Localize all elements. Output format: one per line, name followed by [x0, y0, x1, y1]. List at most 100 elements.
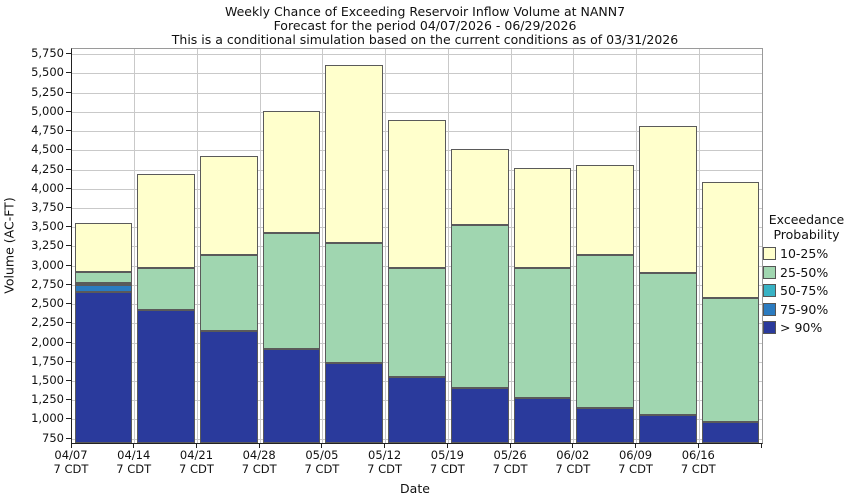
legend-item-label: 50-75%: [780, 283, 829, 298]
legend-title-line-2: Probability: [773, 227, 840, 242]
y-tick: [66, 303, 71, 305]
y-tick: [66, 187, 71, 189]
x-tick: [258, 443, 260, 448]
bar-segment-90: [137, 310, 195, 443]
legend-item: 50-75%: [763, 283, 850, 298]
bar-segment-90: [450, 388, 509, 443]
y-tick: [66, 53, 71, 55]
y-tick-label: 3,750: [31, 200, 64, 215]
legend-item-label: 25-50%: [780, 264, 829, 280]
bar-segment-2550: [450, 225, 509, 389]
y-tick-label: 1,500: [31, 372, 64, 387]
y-tick: [66, 437, 71, 439]
bar-segment-2550: [513, 267, 572, 399]
legend-item: > 90%: [763, 320, 850, 335]
x-tick-label: 06/16 7 CDT: [680, 448, 716, 476]
bar-segment-90: [388, 376, 446, 443]
y-tick-label: 5,750: [31, 46, 64, 61]
x-tick: [133, 443, 135, 448]
bar-segment-2550: [701, 298, 760, 422]
x-tick: [697, 443, 699, 448]
x-tick-label: 05/19 7 CDT: [429, 448, 465, 476]
y-tick: [66, 360, 71, 362]
y-tick-label: 3,000: [31, 257, 64, 272]
y-tick-label: 2,250: [31, 315, 64, 330]
x-tick-label: 04/14 7 CDT: [116, 448, 152, 476]
x-tick: [509, 443, 511, 448]
legend-swatch: [763, 302, 776, 316]
bar-segment-1025: [388, 120, 446, 268]
y-tick-label: 5,500: [31, 65, 64, 80]
bar-segment-1025: [199, 155, 258, 256]
legend-swatch: [763, 321, 776, 334]
gridline-v: [447, 49, 449, 443]
bar-segment-90: [639, 414, 697, 443]
chart-title-line-3: This is a conditional simulation based o…: [171, 32, 679, 47]
bar-segment-2550: [137, 268, 195, 311]
gridline-v: [698, 49, 700, 443]
bar-segment-2550: [199, 255, 258, 332]
bar-segment-1025: [576, 165, 635, 255]
y-tick-label: 2,500: [31, 296, 64, 311]
y-tick-label: 1,250: [31, 392, 64, 407]
chart-title-line-2: Forecast for the period 04/07/2026 - 06/…: [273, 18, 577, 33]
y-tick: [66, 322, 71, 324]
x-tick: [384, 443, 386, 448]
legend-item-label: > 90%: [780, 320, 823, 335]
bar-segment-1025: [74, 223, 133, 272]
y-tick: [66, 168, 71, 170]
bar-segment-90: [513, 398, 572, 443]
y-tick: [66, 245, 71, 247]
y-tick: [66, 110, 71, 112]
gridline-v: [196, 49, 198, 443]
x-tick-label: 06/02 7 CDT: [555, 448, 591, 476]
x-tick-label: 05/05 7 CDT: [304, 448, 340, 476]
gridline-v: [510, 49, 512, 443]
y-tick-label: 3,500: [31, 219, 64, 234]
gridline-v: [134, 49, 136, 443]
y-tick: [66, 341, 71, 343]
x-tick: [70, 443, 72, 448]
y-tick-label: 4,750: [31, 123, 64, 138]
gridline-v: [636, 49, 638, 443]
legend-swatch: [763, 247, 776, 260]
x-tick-label: 04/07 7 CDT: [53, 448, 89, 476]
y-tick: [66, 264, 71, 266]
bar-segment-2550: [74, 271, 133, 284]
x-tick: [446, 443, 448, 448]
x-tick: [572, 443, 574, 448]
bar-segment-90: [325, 363, 384, 443]
bar-segment-5075: [74, 283, 133, 286]
legend-item-label: 75-90%: [780, 301, 829, 317]
bar-segment-90: [74, 291, 133, 443]
bar-segment-90: [262, 349, 321, 443]
y-tick-label: 4,250: [31, 161, 64, 176]
bar-segment-1025: [513, 168, 572, 268]
x-tick-label: 06/09 7 CDT: [618, 448, 653, 476]
y-tick: [66, 226, 71, 228]
y-tick: [66, 418, 71, 420]
y-tick-label: 4,500: [31, 142, 64, 157]
gridline-v: [573, 49, 575, 443]
y-tick-label: 5,000: [31, 103, 64, 118]
x-axis-label: Date: [400, 481, 430, 496]
x-tick-label: 04/21 7 CDT: [179, 448, 214, 476]
bar-segment-2550: [325, 242, 384, 364]
bar-segment-2550: [576, 254, 635, 408]
bar-segment-90: [576, 407, 635, 443]
bar-segment-90: [701, 421, 760, 443]
bar-segment-1025: [639, 125, 697, 274]
bar-segment-2550: [639, 273, 697, 415]
plot-area: [71, 48, 763, 444]
x-tick-label: 05/26 7 CDT: [492, 448, 528, 476]
gridline-v: [322, 49, 324, 443]
gridline-h: [72, 111, 762, 113]
y-tick-label: 1,000: [31, 411, 64, 426]
legend-swatch: [763, 284, 776, 297]
gridline-h: [72, 54, 762, 56]
gridline-h: [72, 92, 762, 94]
y-tick-label: 5,250: [31, 84, 64, 99]
y-tick: [66, 399, 71, 401]
y-tick: [66, 207, 71, 209]
